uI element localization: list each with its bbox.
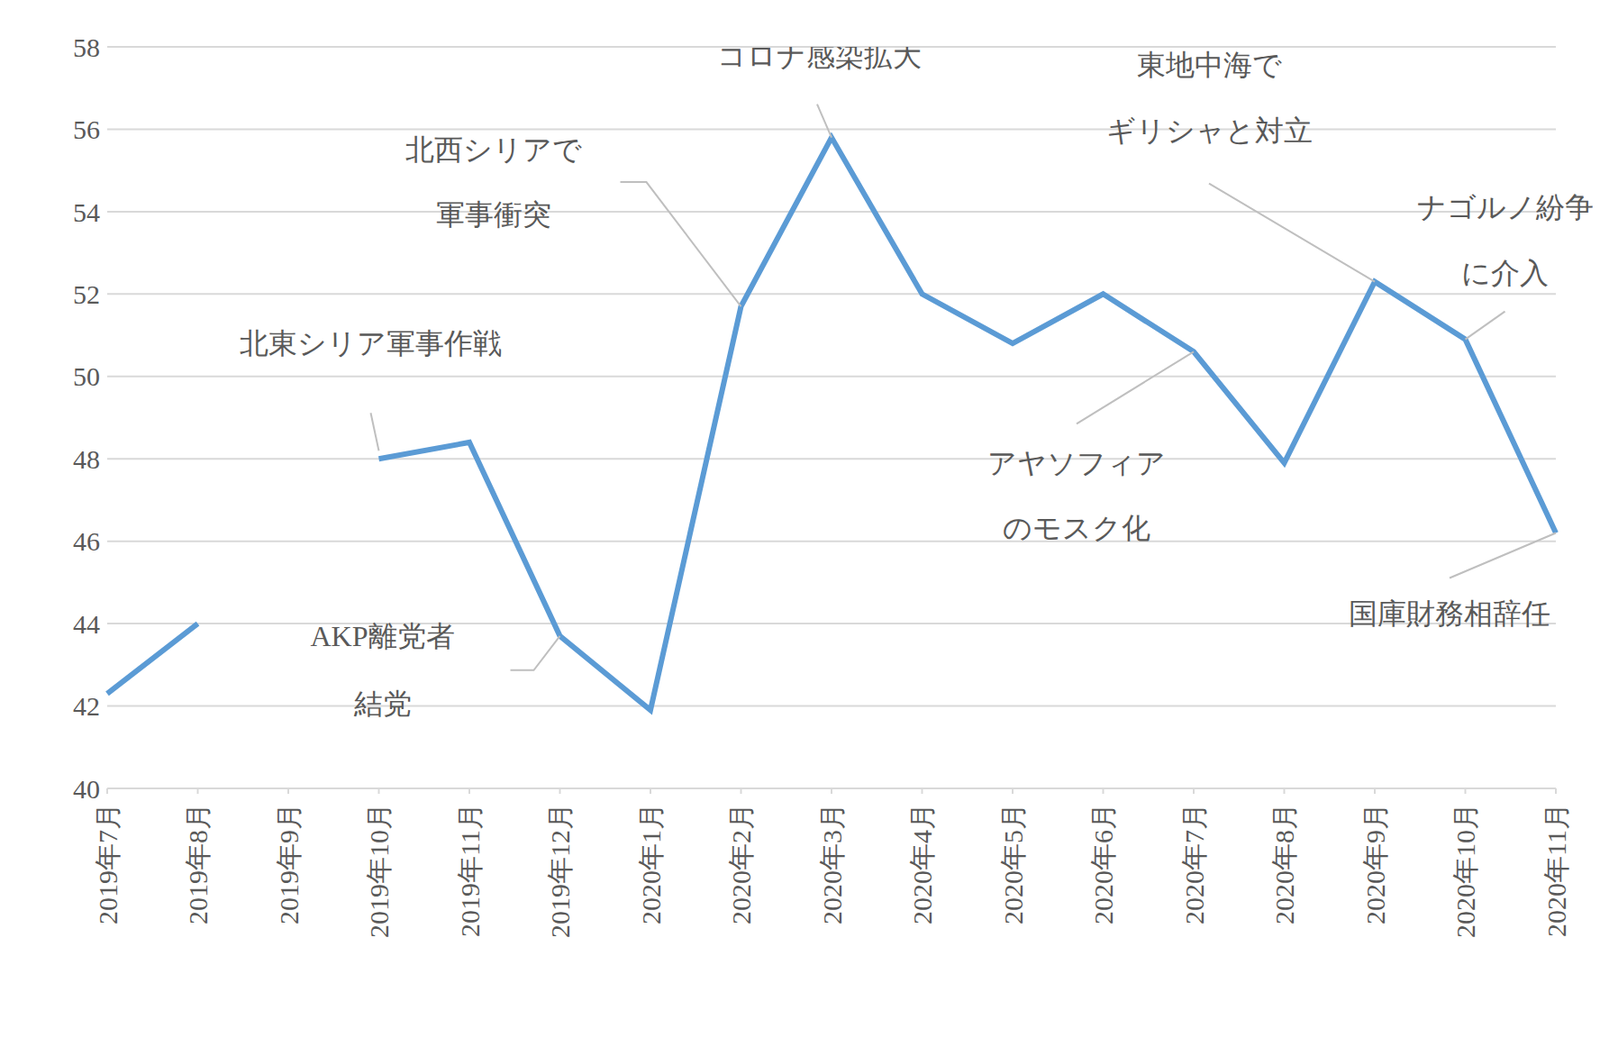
svg-text:2019年8月: 2019年8月 xyxy=(182,802,213,925)
svg-text:2020年2月: 2020年2月 xyxy=(726,802,756,925)
svg-text:58: 58 xyxy=(72,32,100,63)
svg-text:2019年7月: 2019年7月 xyxy=(92,802,123,925)
svg-text:ギリシャと対立: ギリシャと対立 xyxy=(1106,114,1313,147)
svg-text:軍事衝突: 軍事衝突 xyxy=(436,198,552,231)
svg-text:に介入: に介入 xyxy=(1461,256,1549,290)
svg-text:北西シリアで: 北西シリアで xyxy=(405,133,582,166)
svg-text:2020年10月: 2020年10月 xyxy=(1450,802,1481,938)
svg-text:2020年1月: 2020年1月 xyxy=(636,802,666,925)
svg-text:44: 44 xyxy=(72,609,100,639)
svg-text:東地中海で: 東地中海で xyxy=(1136,48,1282,82)
svg-text:42: 42 xyxy=(72,690,100,721)
svg-text:2020年3月: 2020年3月 xyxy=(817,802,847,925)
svg-text:56: 56 xyxy=(72,114,100,145)
svg-text:AKP離党者: AKP離党者 xyxy=(309,619,455,653)
svg-text:北東シリア軍事作戦: 北東シリア軍事作戦 xyxy=(239,327,502,360)
svg-text:2020年5月: 2020年5月 xyxy=(998,802,1028,925)
svg-text:2019年10月: 2019年10月 xyxy=(363,802,394,938)
svg-text:のモスク化: のモスク化 xyxy=(1002,511,1151,545)
svg-text:2020年9月: 2020年9月 xyxy=(1360,802,1391,925)
svg-text:50: 50 xyxy=(72,361,100,391)
svg-text:アヤソフィア: アヤソフィア xyxy=(987,446,1166,480)
svg-text:2020年8月: 2020年8月 xyxy=(1269,802,1300,925)
svg-text:国庫財務相辞任: 国庫財務相辞任 xyxy=(1348,597,1551,630)
svg-text:2020年4月: 2020年4月 xyxy=(907,802,937,925)
svg-text:48: 48 xyxy=(72,444,100,474)
svg-text:ナゴルノ紛争: ナゴルノ紛争 xyxy=(1417,190,1594,224)
svg-text:結党: 結党 xyxy=(353,687,412,720)
svg-text:2019年9月: 2019年9月 xyxy=(273,802,304,925)
svg-text:2020年6月: 2020年6月 xyxy=(1088,802,1119,925)
svg-text:2020年7月: 2020年7月 xyxy=(1179,802,1210,925)
svg-text:54: 54 xyxy=(72,197,100,228)
svg-text:2019年12月: 2019年12月 xyxy=(545,802,575,938)
svg-text:46: 46 xyxy=(72,526,100,556)
svg-text:2020年11月: 2020年11月 xyxy=(1541,802,1572,937)
svg-text:2019年11月: 2019年11月 xyxy=(454,802,485,937)
svg-text:40: 40 xyxy=(72,773,100,804)
svg-text:コロナ感染拡大: コロナ感染拡大 xyxy=(717,46,922,73)
svg-text:52: 52 xyxy=(72,279,100,310)
